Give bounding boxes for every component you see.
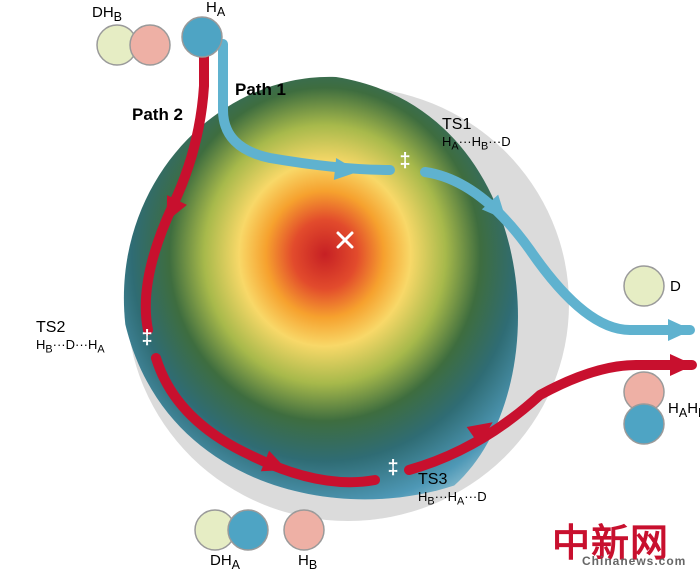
svg-text:‡: ‡ xyxy=(141,327,152,349)
watermark-sub: Chinanews.com xyxy=(582,554,686,568)
path2-label: Path 2 xyxy=(132,105,183,125)
svg-text:‡: ‡ xyxy=(399,150,410,172)
path1-label: Path 1 xyxy=(235,80,286,100)
svg-text:‡: ‡ xyxy=(387,457,398,479)
